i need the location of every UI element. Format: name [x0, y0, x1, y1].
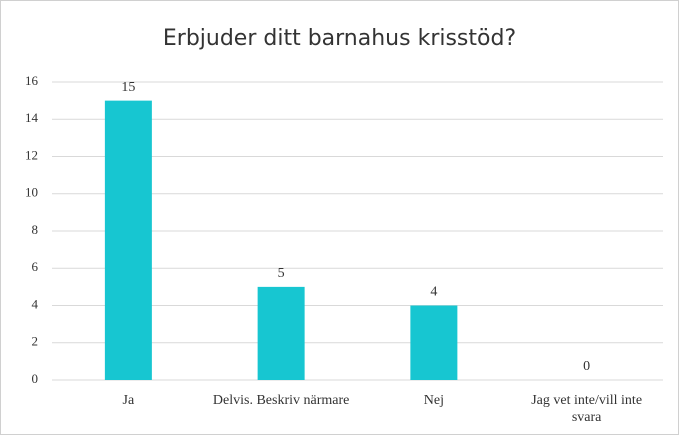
bar — [257, 286, 305, 380]
x-tick-label: Ja — [122, 393, 135, 408]
data-label: 0 — [583, 359, 590, 374]
data-label: 15 — [121, 80, 135, 95]
y-tick-label: 10 — [25, 185, 38, 200]
bar — [410, 305, 458, 380]
y-tick-label: 0 — [32, 371, 39, 386]
y-tick-label: 12 — [25, 147, 38, 162]
y-tick-label: 6 — [32, 259, 39, 274]
x-tick-label: Delvis. Beskriv närmare — [212, 393, 350, 408]
data-label: 4 — [430, 285, 437, 300]
y-tick-label: 16 — [25, 73, 39, 88]
data-label: 5 — [278, 266, 285, 281]
chart-title: Erbjuder ditt barnahus krisstöd? — [162, 26, 517, 51]
bar — [104, 100, 152, 380]
x-tick-label: Nej — [423, 393, 444, 408]
y-tick-label: 8 — [32, 222, 39, 237]
y-tick-label: 4 — [32, 296, 39, 311]
y-tick-label: 14 — [25, 110, 39, 125]
y-tick-label: 2 — [32, 334, 39, 349]
x-tick-label: Jag vet inte/vill inte svara — [531, 393, 643, 425]
